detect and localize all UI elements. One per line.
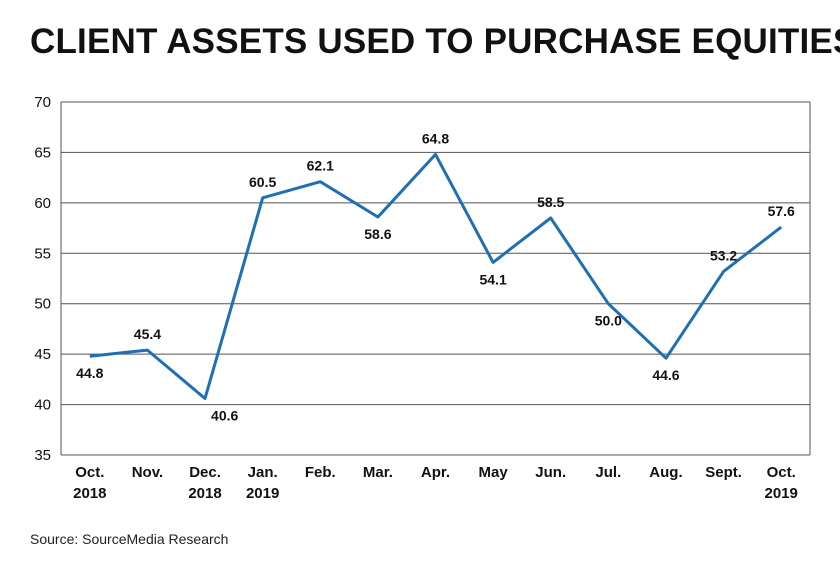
x-tick-label: Nov.: [132, 464, 163, 481]
x-tick-label: Jul.: [595, 464, 621, 481]
x-tick-label: Aug.: [649, 464, 682, 481]
source-note: Source: SourceMedia Research: [30, 531, 229, 547]
x-tick-label: Jan. 2019: [246, 464, 279, 502]
data-label: 40.6: [211, 408, 238, 424]
x-tick-label: Mar.: [363, 464, 393, 481]
x-tick-label: Oct. 2019: [765, 464, 798, 502]
chart-title: CLIENT ASSETS USED TO PURCHASE EQUITIES: [30, 22, 840, 61]
data-label: 58.6: [364, 226, 391, 242]
x-tick-label: May: [479, 464, 509, 481]
y-tick-label: 60: [34, 195, 51, 212]
y-tick-label: 65: [34, 144, 51, 161]
data-label: 54.1: [479, 271, 506, 287]
y-tick-label: 55: [34, 245, 51, 262]
data-label: 44.8: [76, 365, 103, 381]
y-tick-label: 50: [34, 296, 51, 313]
x-tick-label: Sept.: [705, 464, 742, 481]
data-label: 64.8: [422, 130, 449, 146]
gridlines: [60, 101, 811, 456]
x-tick-label: Apr.: [421, 464, 450, 481]
y-tick-label: 35: [34, 447, 51, 464]
data-label: 58.5: [537, 194, 564, 210]
y-tick-label: 70: [34, 94, 51, 111]
data-label: 60.5: [249, 174, 276, 190]
data-label: 45.4: [134, 326, 161, 342]
data-labels: 44.8 45.4 40.6 60.5 62.1 58.6 64.8 54.1 58.5 50.0…: [76, 130, 795, 423]
data-label: 62.1: [307, 158, 334, 174]
data-label: 50.0: [595, 313, 622, 329]
x-tick-label: Feb.: [305, 464, 336, 481]
x-tick-label: Oct. 2018: [73, 464, 106, 502]
y-axis-ticks: 35 40 45 50 55 60 65 70: [34, 94, 51, 464]
x-axis-ticks: Oct. 2018 Nov. Dec. 2018 Jan. 2019 Feb. Mar. Apr.…: [73, 464, 798, 502]
x-tick-label: Dec. 2018: [188, 464, 221, 502]
data-label: 57.6: [768, 203, 795, 219]
y-tick-label: 40: [34, 397, 51, 414]
data-label: 53.2: [710, 247, 737, 263]
x-tick-label: Jun.: [535, 464, 566, 481]
series-line: [89, 152, 783, 400]
y-tick-label: 45: [34, 346, 51, 363]
data-label: 44.6: [652, 367, 679, 383]
